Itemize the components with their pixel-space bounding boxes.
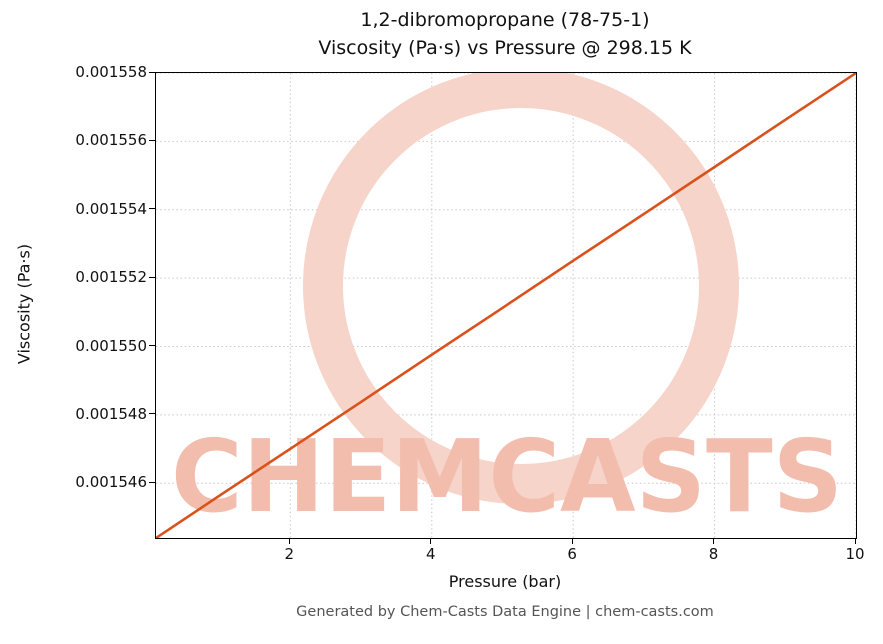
x-tick-mark xyxy=(571,538,573,544)
chart-title: 1,2-dibromopropane (78-75-1) Viscosity (… xyxy=(155,6,855,62)
y-tick-label: 0.001556 xyxy=(75,131,147,150)
watermark-logo xyxy=(303,73,739,504)
series-line xyxy=(156,73,856,538)
x-tick-label: 4 xyxy=(425,545,436,563)
watermark-text: CHEMCASTS xyxy=(171,418,843,535)
x-axis-label: Pressure (bar) xyxy=(448,572,562,591)
x-tick-mark xyxy=(713,538,715,544)
x-tick-label: 8 xyxy=(708,545,719,563)
y-tick-label: 0.001558 xyxy=(75,63,147,81)
x-tick-mark xyxy=(854,538,856,544)
y-tick-mark xyxy=(149,276,155,278)
x-tick-mark xyxy=(430,538,432,544)
x-tick-label: 2 xyxy=(284,545,295,563)
y-tick-label: 0.001554 xyxy=(75,199,147,218)
y-tick-mark xyxy=(149,71,155,73)
y-tick-mark xyxy=(149,481,155,483)
chart-canvas: CHEMCASTS xyxy=(156,73,856,538)
chart-title-line1: 1,2-dibromopropane (78-75-1) xyxy=(360,9,650,31)
y-tick-mark xyxy=(149,413,155,415)
y-tick-label: 0.001546 xyxy=(75,473,147,492)
y-tick-label: 0.001552 xyxy=(75,268,147,287)
footer-credit: Generated by Chem-Casts Data Engine | ch… xyxy=(296,604,714,620)
y-tick-label: 0.001550 xyxy=(75,336,147,355)
x-tick-label: 10 xyxy=(845,545,865,563)
y-tick-mark xyxy=(149,208,155,210)
x-tick-label: 6 xyxy=(567,545,577,563)
y-tick-mark xyxy=(149,345,155,347)
chart-title-line2: Viscosity (Pa·s) vs Pressure @ 298.15 K xyxy=(318,37,692,59)
x-tick-mark xyxy=(288,538,290,544)
y-axis-label: Viscosity (Pa·s) xyxy=(14,243,34,365)
y-tick-mark xyxy=(149,139,155,141)
y-tick-label: 0.001548 xyxy=(75,404,147,423)
plot-area: CHEMCASTS xyxy=(155,72,857,539)
